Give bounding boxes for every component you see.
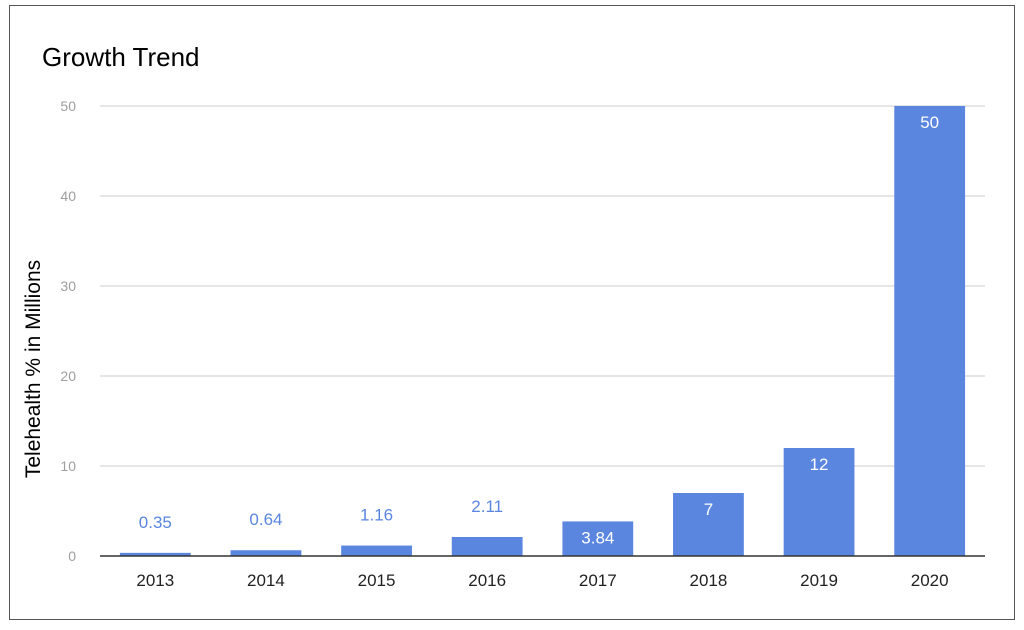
bar-2015 bbox=[341, 545, 412, 556]
gridlines bbox=[100, 105, 985, 467]
bar-2016 bbox=[451, 537, 523, 556]
y-axis-label: Telehealth % in Millions bbox=[22, 260, 45, 478]
x-tick-label-2015: 2015 bbox=[358, 571, 396, 590]
chart-title: Growth Trend bbox=[42, 42, 200, 72]
data-label-2018: 7 bbox=[704, 500, 713, 519]
bar-2013 bbox=[119, 552, 191, 556]
bar-2019 bbox=[783, 448, 855, 556]
x-tick-label-2018: 2018 bbox=[690, 571, 728, 590]
data-label-2019: 12 bbox=[810, 455, 829, 474]
x-tick-label-2017: 2017 bbox=[579, 571, 617, 590]
chart-frame: Growth Trend Telehealth % in Millions 0 1… bbox=[9, 5, 1015, 620]
data-label-2017: 3.84 bbox=[581, 528, 614, 547]
x-tick-label-2014: 2014 bbox=[247, 571, 285, 590]
x-tick-label-2013: 2013 bbox=[136, 571, 174, 590]
data-label-2015: 1.16 bbox=[360, 506, 393, 525]
bar-2018 bbox=[673, 493, 744, 556]
data-label-2016: 2.11 bbox=[471, 497, 503, 516]
x-tick-label-2019: 2019 bbox=[800, 571, 838, 590]
bar-2020 bbox=[894, 106, 966, 556]
data-label-2013: 0.35 bbox=[139, 513, 172, 532]
bar-2017 bbox=[562, 521, 634, 556]
x-tick-label-2020: 2020 bbox=[911, 571, 949, 590]
data-labels: 0.35 0.64 1.16 2.11 3.84 7 12 50 bbox=[139, 113, 939, 547]
x-axis-ticks: 2013 2014 2015 2016 2017 2018 2019 2020 bbox=[136, 571, 948, 590]
y-tick-label: 30 bbox=[60, 278, 76, 294]
y-tick-label: 0 bbox=[68, 548, 76, 564]
data-label-2014: 0.64 bbox=[249, 510, 282, 529]
data-label-2020: 50 bbox=[920, 113, 939, 132]
y-tick-label: 50 bbox=[60, 98, 76, 114]
x-tick-label-2016: 2016 bbox=[468, 571, 506, 590]
bar-2014 bbox=[230, 550, 302, 556]
bar-chart: Growth Trend Telehealth % in Millions 0 1… bbox=[22, 42, 985, 590]
y-tick-label: 10 bbox=[60, 458, 76, 474]
y-tick-label: 40 bbox=[60, 188, 76, 204]
y-tick-label: 20 bbox=[60, 368, 76, 384]
bars bbox=[119, 106, 966, 556]
y-axis-ticks: 0 10 20 30 40 50 bbox=[60, 98, 76, 564]
